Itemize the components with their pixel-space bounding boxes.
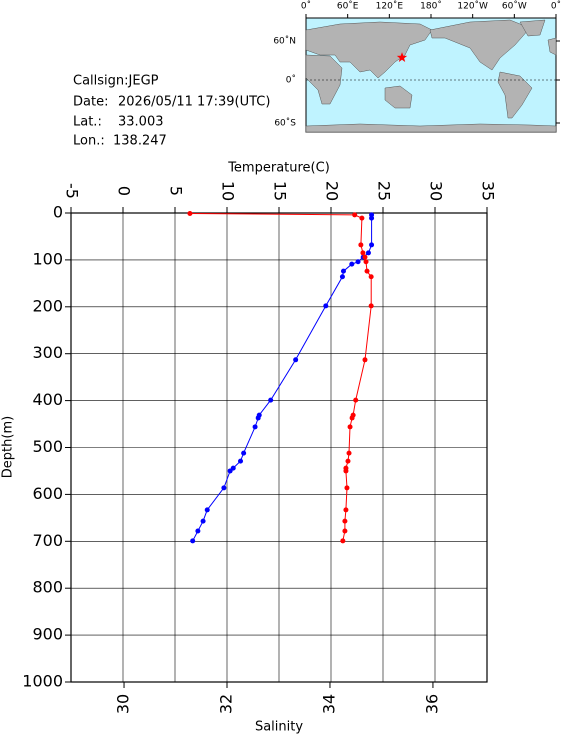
profile-point bbox=[255, 415, 261, 421]
profile-point bbox=[268, 397, 274, 403]
profile-point bbox=[369, 242, 375, 248]
x-tick-label: 32 bbox=[217, 694, 236, 714]
x2-tick-label: 0 bbox=[115, 186, 134, 196]
x-axis-title: Salinity bbox=[255, 720, 303, 735]
x2-tick-label: 20 bbox=[323, 181, 342, 201]
profile-point bbox=[344, 485, 350, 491]
y-tick-label: 200 bbox=[32, 296, 63, 315]
profile-point bbox=[252, 424, 258, 430]
profile-point bbox=[340, 268, 346, 274]
lon-label: Lon.: bbox=[73, 134, 105, 149]
profile-point bbox=[227, 468, 233, 474]
profile-point bbox=[360, 250, 366, 256]
y-tick-label: 400 bbox=[32, 390, 63, 409]
map-lon-label: 0˚ bbox=[301, 1, 311, 12]
map-lon-label: 60˚W bbox=[502, 1, 527, 12]
map-lon-label: 60˚E bbox=[337, 1, 359, 12]
plot-frame bbox=[70, 212, 488, 683]
date-label: Date: bbox=[73, 95, 108, 110]
profile-point bbox=[339, 274, 345, 280]
profile-point bbox=[343, 507, 349, 513]
profile-point bbox=[362, 254, 368, 260]
profile-point bbox=[340, 538, 346, 544]
profile-point bbox=[355, 259, 361, 265]
y-tick-label: 100 bbox=[32, 249, 63, 268]
map-lon-label: 180˚ bbox=[420, 1, 442, 12]
x-tick-label: 36 bbox=[422, 694, 441, 714]
profile-point bbox=[368, 303, 374, 309]
x2-tick-label: -5 bbox=[63, 183, 82, 199]
profile-point bbox=[190, 538, 196, 544]
profile-point bbox=[368, 274, 374, 280]
x-tick-label: 34 bbox=[319, 694, 338, 714]
lat-label: Lat.: bbox=[73, 115, 102, 130]
profile-point bbox=[238, 458, 244, 464]
profile-point bbox=[221, 485, 227, 491]
profile-point bbox=[323, 303, 329, 309]
map-lon-label: 120˚E bbox=[376, 1, 404, 12]
profile-point bbox=[369, 215, 375, 221]
map-lat-label: 60˚S bbox=[274, 118, 296, 129]
y-tick-label: 0 bbox=[53, 203, 63, 222]
profile-line bbox=[189, 213, 372, 541]
x2-tick-label: 5 bbox=[167, 186, 186, 196]
profile-point bbox=[342, 528, 348, 534]
profile-point bbox=[346, 450, 352, 456]
continents bbox=[305, 19, 557, 133]
date: 2026/05/11 17:39(UTC) bbox=[118, 95, 270, 110]
lon: 138.247 bbox=[113, 134, 167, 149]
x-tick-label: 30 bbox=[114, 694, 133, 714]
map-lat-label: 60˚N bbox=[273, 36, 296, 47]
profile-point bbox=[241, 450, 247, 456]
y-tick-label: 700 bbox=[32, 531, 63, 550]
callsign: Callsign:JEGP bbox=[73, 74, 159, 89]
profile-point bbox=[359, 215, 365, 221]
profile-point bbox=[195, 528, 201, 534]
profile-line bbox=[192, 214, 373, 542]
profile-point bbox=[363, 259, 369, 265]
profile-point bbox=[365, 250, 371, 256]
profile-point bbox=[343, 468, 349, 474]
map-lon-label: 0˚ bbox=[551, 1, 561, 12]
station-marker bbox=[396, 52, 408, 62]
profile-point bbox=[200, 518, 206, 524]
profile-point bbox=[364, 268, 370, 274]
map-lon-label: 120˚W bbox=[457, 1, 488, 12]
x2-tick-label: 15 bbox=[271, 181, 290, 201]
profile-point bbox=[187, 210, 193, 216]
y-tick-label: 500 bbox=[32, 437, 63, 456]
lat: 33.003 bbox=[118, 115, 164, 130]
x2-tick-label: 35 bbox=[479, 181, 498, 201]
profile-point bbox=[362, 357, 368, 363]
y-axis-title: Depth(m) bbox=[1, 416, 16, 478]
profile-point bbox=[349, 261, 355, 267]
profile-point bbox=[204, 507, 210, 513]
profile-point bbox=[347, 424, 353, 430]
x2-tick-label: 10 bbox=[219, 181, 238, 201]
profile-point bbox=[358, 242, 364, 248]
profile-point bbox=[342, 518, 348, 524]
y-tick-label: 600 bbox=[32, 484, 63, 503]
profile-point bbox=[349, 415, 355, 421]
x2-tick-label: 30 bbox=[427, 181, 446, 201]
map-lat-label: 0˚ bbox=[286, 75, 296, 86]
profile-point bbox=[353, 397, 359, 403]
y-tick-label: 800 bbox=[32, 578, 63, 597]
x2-axis-title: Temperature(C) bbox=[227, 161, 330, 176]
map bbox=[305, 17, 557, 133]
x2-tick-label: 25 bbox=[375, 181, 394, 201]
y-tick-label: 900 bbox=[32, 625, 63, 644]
y-tick-label: 1000 bbox=[22, 672, 63, 691]
profile-point bbox=[293, 357, 299, 363]
profile-point bbox=[352, 212, 358, 218]
y-tick-label: 300 bbox=[32, 343, 63, 362]
profile-point bbox=[345, 458, 351, 464]
